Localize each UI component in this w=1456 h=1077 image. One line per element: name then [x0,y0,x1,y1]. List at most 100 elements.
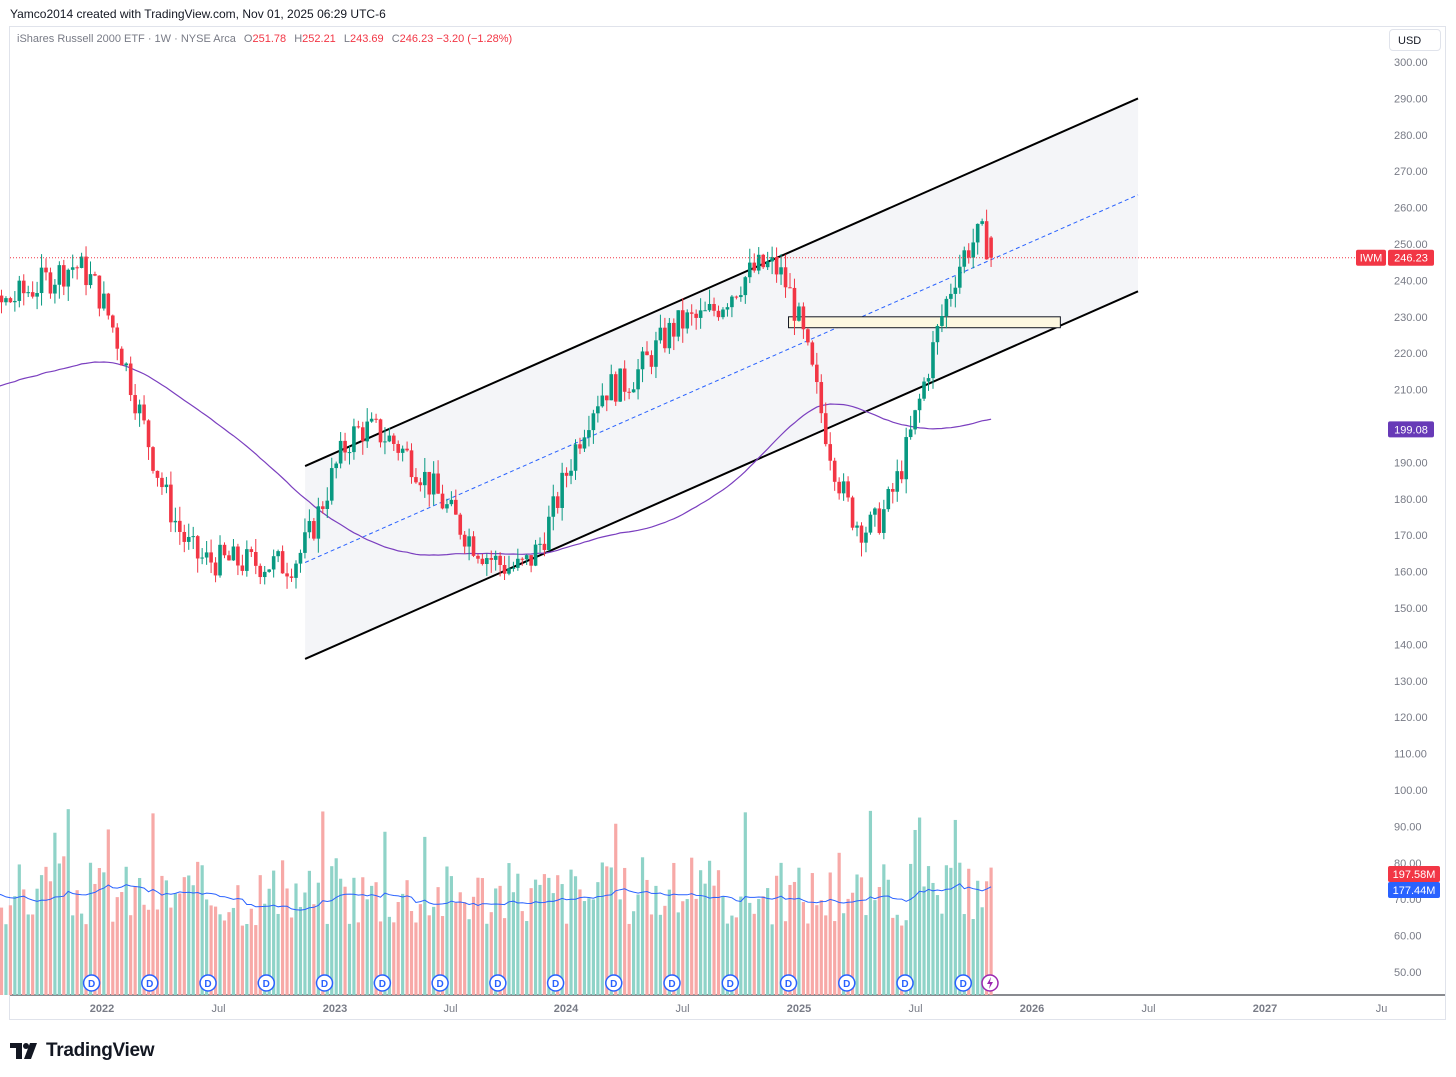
volume-bar [13,896,17,995]
candle-body [627,391,631,393]
candle-body [195,536,200,559]
volume-bar [502,918,507,995]
candle-body [498,555,502,565]
candle-body [155,470,160,478]
candle-body [739,295,743,298]
volume-bar [374,882,378,995]
volume-bar [378,921,383,995]
candle-body [600,395,605,407]
candle-body [115,327,120,349]
volume-bar [868,810,873,995]
volume-bar [967,868,971,995]
dividend-marker [489,974,507,992]
candle-body [276,551,280,557]
candle-body [788,287,792,289]
candle-body [555,496,560,508]
volume-bar [383,831,387,995]
time-axis-label: Ju [1376,1003,1388,1015]
volume-bar [97,868,101,995]
price-axis-label: 140.00 [1394,639,1428,651]
volume-bar [84,924,88,995]
volume-bar [632,911,636,995]
candle-body [658,327,663,341]
candle-body [828,444,833,461]
tradingview-logo[interactable]: TradingView [10,1040,155,1062]
candle-body [783,267,788,288]
dividend-marker [838,974,856,992]
candle-body [356,426,361,428]
candle-body [511,567,516,569]
volume-bar [833,921,837,995]
candle-body [962,250,967,267]
channel-lower-line [304,290,1139,660]
candle-body [365,421,370,442]
volume-bar [133,886,137,995]
volume-bar [343,886,347,995]
price-axis-label: 260.00 [1394,203,1428,215]
candle-body [325,500,330,509]
candle-body [949,293,953,299]
volume-bar [824,915,828,995]
dividend-marker-label: D [843,979,850,990]
tradingview-logo-icon [10,1043,37,1059]
volume-bar [356,922,360,995]
ma-value-label: 199.08 [1394,424,1428,436]
candle-body [414,477,418,483]
volume-bar [940,913,944,995]
candle-body [347,452,352,454]
candle-body [542,543,547,550]
candle-body [66,269,71,287]
volume-bar [877,887,881,995]
candle-body [917,398,922,411]
candle-body [378,419,383,443]
candle-body [329,468,334,501]
candle-body [712,304,716,311]
volume-bar [891,917,895,995]
low-label: L [343,33,350,45]
last-price-symbol: IWM [1360,253,1383,265]
candle-body [779,267,783,275]
volume-bar [739,896,743,995]
candle-body [334,463,339,469]
volume-bar [294,883,298,995]
volume-bar [392,922,396,995]
candle-body [298,552,303,564]
candle-body [119,348,124,366]
candle-body [191,536,196,538]
volume-bar [953,819,957,995]
dividend-marker-label: D [204,979,211,990]
candle-body [262,571,267,578]
volume-bar [155,909,160,995]
volume-bar [312,904,316,995]
currency-button[interactable]: USD [1389,29,1441,51]
candle-body [178,520,182,532]
dividend-marker [954,974,973,992]
dividend-marker [373,974,392,992]
close-value: 246.23 [399,33,434,45]
volume-bar [551,893,555,995]
candle-body [832,460,837,482]
price-axis-label: 230.00 [1394,312,1428,324]
volume-bar [169,907,173,995]
volume-bar [440,916,445,995]
candle-body [774,257,779,275]
volume-bar [321,811,325,995]
volume-bar [267,888,271,995]
volume-bar [173,893,177,995]
volume-bar [151,813,155,995]
candle-body [70,267,75,270]
dividend-marker-label: D [321,979,328,990]
volume-bar [743,812,747,995]
volume-bar [886,879,890,995]
candle-body [716,310,721,318]
volume-bar [414,922,418,995]
volume-bar [361,877,365,995]
open-value: 251.78 [252,33,287,45]
volume-bar [842,913,846,995]
volume-bar [752,913,756,995]
volume-bar [623,867,627,995]
candle-body [431,473,436,495]
candle-body [859,525,864,543]
volume-bar [681,901,685,995]
